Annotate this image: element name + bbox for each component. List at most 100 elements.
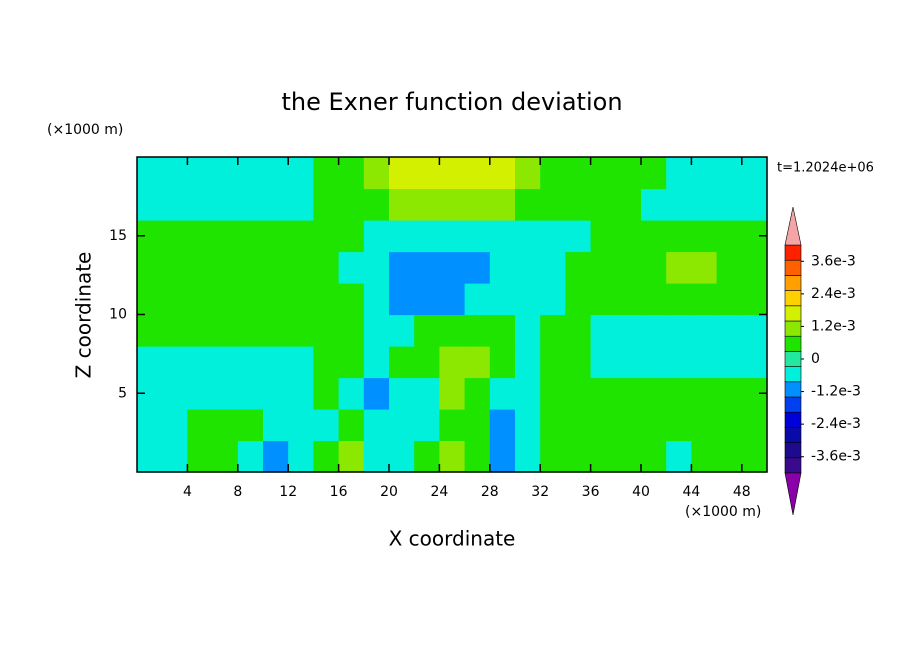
x-tick-label: 32: [531, 484, 549, 500]
annotation: t=1.2024e+06: [777, 161, 874, 176]
contour-cell: [338, 220, 365, 253]
contour-cell: [590, 188, 617, 221]
contour-cell: [540, 409, 566, 442]
contour-cell: [313, 251, 340, 284]
y-tick-label: 15: [109, 228, 127, 244]
contour-cell: [237, 188, 264, 221]
contour-cell: [691, 409, 718, 442]
contour-cell: [540, 220, 566, 253]
contour-cell: [716, 377, 743, 410]
contour-cell: [263, 346, 289, 379]
contour-cell: [666, 251, 692, 284]
contour-cell: [615, 157, 642, 190]
colorbar-under: [784, 472, 802, 516]
contour-cell: [162, 251, 188, 284]
contour-cell: [489, 314, 516, 347]
contour-cell: [162, 377, 188, 410]
contour-cell: [565, 314, 592, 347]
contour-cell: [489, 188, 516, 221]
contour-cell: [716, 440, 743, 473]
contour-cell: [389, 377, 415, 410]
contour-cell: [237, 346, 264, 379]
contour-cell: [187, 188, 214, 221]
contour-cell: [389, 220, 415, 253]
contour-cell: [389, 409, 415, 442]
contour-cell: [338, 440, 365, 473]
contour-cell: [615, 251, 642, 284]
contour-cell: [439, 157, 466, 190]
contour-cell: [288, 283, 314, 316]
contour-cell: [187, 251, 214, 284]
contour-cell: [615, 220, 642, 253]
contour-cell: [666, 220, 692, 253]
contour-cell: [389, 314, 415, 347]
colorbar-swatch: [784, 427, 802, 443]
colorbar-swatch: [784, 396, 802, 413]
contour-cell: [741, 157, 768, 190]
contour-cell: [590, 251, 617, 284]
contour-cell: [162, 188, 188, 221]
contour-cell: [137, 314, 163, 347]
contour-cell: [313, 346, 340, 379]
contour-cell: [464, 220, 491, 253]
colorbar-swatch: [784, 381, 802, 398]
contour-cell: [716, 283, 743, 316]
contour-cell: [515, 188, 541, 221]
contour-cell: [515, 314, 541, 347]
contour-cell: [187, 440, 214, 473]
contour-cell: [464, 283, 491, 316]
contour-cell: [263, 314, 289, 347]
contour-cell: [691, 251, 718, 284]
contour-cell: [691, 283, 718, 316]
contour-cell: [162, 440, 188, 473]
contour-cell: [590, 409, 617, 442]
contour-cell: [590, 283, 617, 316]
contour-cell: [263, 220, 289, 253]
contour-cell: [615, 377, 642, 410]
contour-cell: [363, 314, 390, 347]
contour-cell: [313, 377, 340, 410]
contour-cell: [489, 409, 516, 442]
contour-cell: [237, 251, 264, 284]
y-tick-label: 10: [109, 307, 127, 323]
contour-cell: [615, 188, 642, 221]
contour-cell: [515, 440, 541, 473]
contour-cell: [666, 440, 692, 473]
contour-cell: [338, 157, 365, 190]
y-axis-label: Z coordinate: [72, 252, 96, 379]
contour-cell: [288, 188, 314, 221]
contour-cell: [389, 251, 415, 284]
contour-cell: [439, 283, 466, 316]
contour-cell: [288, 314, 314, 347]
contour-cell: [489, 157, 516, 190]
contour-cell: [489, 220, 516, 253]
x-tick-label: 16: [330, 484, 348, 500]
contour-cell: [716, 409, 743, 442]
contour-cell: [590, 377, 617, 410]
colorbar-swatch: [784, 442, 802, 459]
colorbar-swatch: [784, 290, 802, 307]
colorbar-swatch: [784, 275, 802, 291]
contour-cell: [212, 251, 239, 284]
contour-cell: [540, 251, 566, 284]
colorbar-tick-label: 2.4e-3: [811, 286, 856, 302]
contour-cell: [237, 377, 264, 410]
contour-cell: [615, 440, 642, 473]
contour-cell: [515, 409, 541, 442]
contour-cell: [263, 440, 289, 473]
contour-cell: [540, 377, 566, 410]
contour-cell: [741, 346, 768, 379]
colorbar-tick-label: -1.2e-3: [811, 384, 861, 400]
contour-cell: [313, 440, 340, 473]
contour-cell: [263, 188, 289, 221]
colorbar-swatch: [784, 335, 802, 352]
contour-cell: [414, 440, 440, 473]
contour-cell: [489, 377, 516, 410]
contour-cell: [212, 377, 239, 410]
contour-cell: [489, 346, 516, 379]
colorbar-tick-label: -2.4e-3: [811, 416, 861, 432]
colorbar-swatch: [784, 411, 802, 428]
contour-cell: [414, 346, 440, 379]
contour-cell: [313, 220, 340, 253]
